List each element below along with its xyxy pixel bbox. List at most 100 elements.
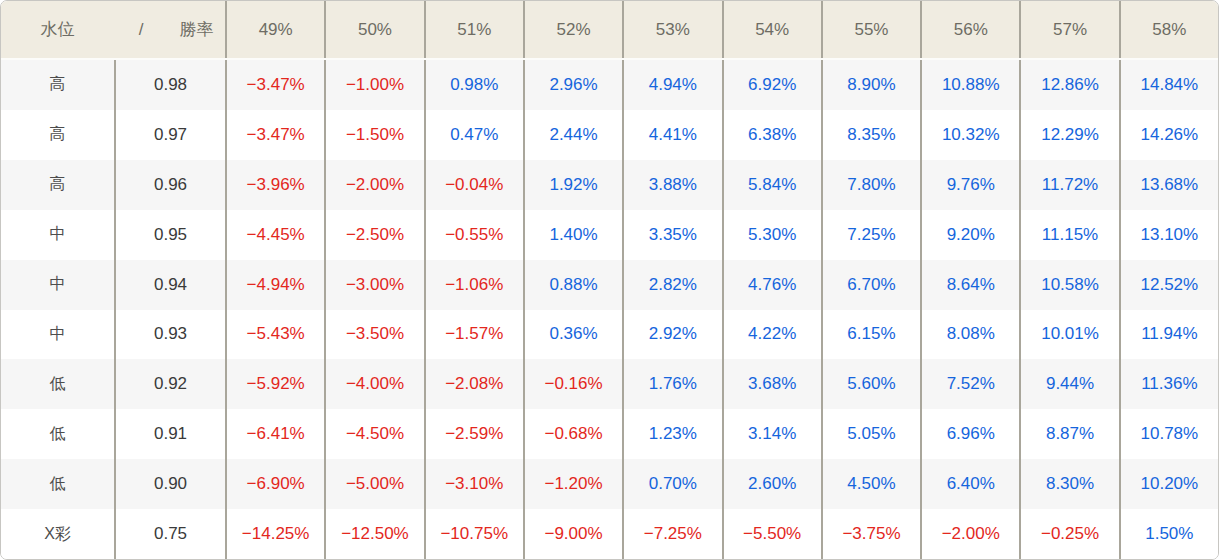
table-row: X彩0.75−14.25%−12.50%−10.75%−9.00%−7.25%−… — [1, 509, 1218, 559]
ev-cell: −10.75% — [424, 509, 523, 559]
ev-cell: 1.23% — [622, 409, 721, 459]
ev-cell: 0.70% — [622, 459, 721, 509]
header-level-label: 水位 — [1, 18, 114, 41]
header-percent-cell: 57% — [1019, 1, 1118, 58]
table-row: 低0.91−6.41%−4.50%−2.59%−0.68%1.23%3.14%5… — [1, 409, 1218, 459]
ev-cell: −3.47% — [225, 60, 324, 110]
ev-cell: −0.16% — [523, 359, 622, 409]
ev-cell: 10.01% — [1019, 310, 1118, 360]
ev-cell: 7.25% — [821, 210, 920, 260]
ev-cell: −4.45% — [225, 210, 324, 260]
header-percent-cell: 56% — [920, 1, 1019, 58]
ev-cell: −0.55% — [424, 210, 523, 260]
ev-cell: 8.08% — [920, 310, 1019, 360]
table-row: 低0.90−6.90%−5.00%−3.10%−1.20%0.70%2.60%4… — [1, 459, 1218, 509]
ev-cell: −14.25% — [225, 509, 324, 559]
ev-cell: −6.41% — [225, 409, 324, 459]
header-percent-cell: 51% — [424, 1, 523, 58]
ev-cell: 1.92% — [523, 160, 622, 210]
ev-cell: 4.50% — [821, 459, 920, 509]
ev-cell: −4.50% — [324, 409, 423, 459]
ev-cell: 0.36% — [523, 310, 622, 360]
ev-cell: 6.15% — [821, 310, 920, 360]
odds-cell: 0.90 — [114, 459, 225, 509]
ev-cell: −1.57% — [424, 310, 523, 360]
ev-cell: −12.50% — [324, 509, 423, 559]
ev-cell: 2.92% — [622, 310, 721, 360]
ev-cell: −7.25% — [622, 509, 721, 559]
level-cell: 中 — [1, 260, 114, 310]
ev-cell: 3.88% — [622, 160, 721, 210]
ev-cell: −3.75% — [821, 509, 920, 559]
ev-cell: 12.86% — [1019, 60, 1118, 110]
header-separator: / — [114, 20, 168, 40]
header-percent-cell: 55% — [821, 1, 920, 58]
ev-cell: 8.64% — [920, 260, 1019, 310]
odds-cell: 0.92 — [114, 359, 225, 409]
ev-cell: 6.70% — [821, 260, 920, 310]
ev-cell: −3.50% — [324, 310, 423, 360]
ev-cell: 1.50% — [1119, 509, 1218, 559]
ev-cell: −2.00% — [920, 509, 1019, 559]
ev-cell: −2.59% — [424, 409, 523, 459]
ev-cell: 0.98% — [424, 60, 523, 110]
ev-cell: 13.10% — [1119, 210, 1218, 260]
table-row: 高0.96−3.96%−2.00%−0.04%1.92%3.88%5.84%7.… — [1, 160, 1218, 210]
ev-cell: −1.50% — [324, 110, 423, 160]
ev-cell: 5.84% — [722, 160, 821, 210]
ev-cell: −4.94% — [225, 260, 324, 310]
level-cell: X彩 — [1, 509, 114, 559]
ev-cell: 2.60% — [722, 459, 821, 509]
ev-cell: 1.40% — [523, 210, 622, 260]
table-header-row: 水位 / 勝率 49%50%51%52%53%54%55%56%57%58% — [1, 1, 1218, 60]
ev-cell: −0.68% — [523, 409, 622, 459]
ev-cell: −5.50% — [722, 509, 821, 559]
header-percent-cell: 58% — [1119, 1, 1218, 58]
header-percent-cell: 53% — [622, 1, 721, 58]
ev-cell: 4.41% — [622, 110, 721, 160]
header-percent-cell: 54% — [722, 1, 821, 58]
odds-cell: 0.95 — [114, 210, 225, 260]
ev-cell: −2.00% — [324, 160, 423, 210]
ev-cell: −1.00% — [324, 60, 423, 110]
ev-cell: −5.43% — [225, 310, 324, 360]
table-row: 中0.93−5.43%−3.50%−1.57%0.36%2.92%4.22%6.… — [1, 310, 1218, 360]
level-cell: 高 — [1, 110, 114, 160]
ev-cell: 5.60% — [821, 359, 920, 409]
ev-cell: 3.35% — [622, 210, 721, 260]
ev-cell: −5.00% — [324, 459, 423, 509]
ev-cell: 9.44% — [1019, 359, 1118, 409]
ev-cell: −3.47% — [225, 110, 324, 160]
ev-cell: 0.88% — [523, 260, 622, 310]
ev-cell: 4.22% — [722, 310, 821, 360]
ev-cell: −6.90% — [225, 459, 324, 509]
ev-cell: 10.20% — [1119, 459, 1218, 509]
odds-cell: 0.98 — [114, 60, 225, 110]
ev-cell: 0.47% — [424, 110, 523, 160]
ev-cell: 14.84% — [1119, 60, 1218, 110]
ev-cell: 11.72% — [1019, 160, 1118, 210]
ev-cell: 6.92% — [722, 60, 821, 110]
header-percent-cell: 50% — [324, 1, 423, 58]
ev-cell: 12.52% — [1119, 260, 1218, 310]
ev-cell: 9.76% — [920, 160, 1019, 210]
ev-cell: 10.88% — [920, 60, 1019, 110]
ev-cell: 13.68% — [1119, 160, 1218, 210]
ev-cell: 8.30% — [1019, 459, 1118, 509]
ev-cell: 2.82% — [622, 260, 721, 310]
ev-cell: 5.05% — [821, 409, 920, 459]
ev-cell: 4.94% — [622, 60, 721, 110]
ev-cell: −0.04% — [424, 160, 523, 210]
ev-cell: 6.96% — [920, 409, 1019, 459]
odds-cell: 0.93 — [114, 310, 225, 360]
level-cell: 高 — [1, 160, 114, 210]
ev-cell: −9.00% — [523, 509, 622, 559]
odds-cell: 0.91 — [114, 409, 225, 459]
ev-cell: 2.44% — [523, 110, 622, 160]
ev-cell: −3.10% — [424, 459, 523, 509]
odds-cell: 0.96 — [114, 160, 225, 210]
ev-cell: 7.52% — [920, 359, 1019, 409]
ev-cell: 1.76% — [622, 359, 721, 409]
table-row: 高0.98−3.47%−1.00%0.98%2.96%4.94%6.92%8.9… — [1, 60, 1218, 110]
level-cell: 中 — [1, 210, 114, 260]
